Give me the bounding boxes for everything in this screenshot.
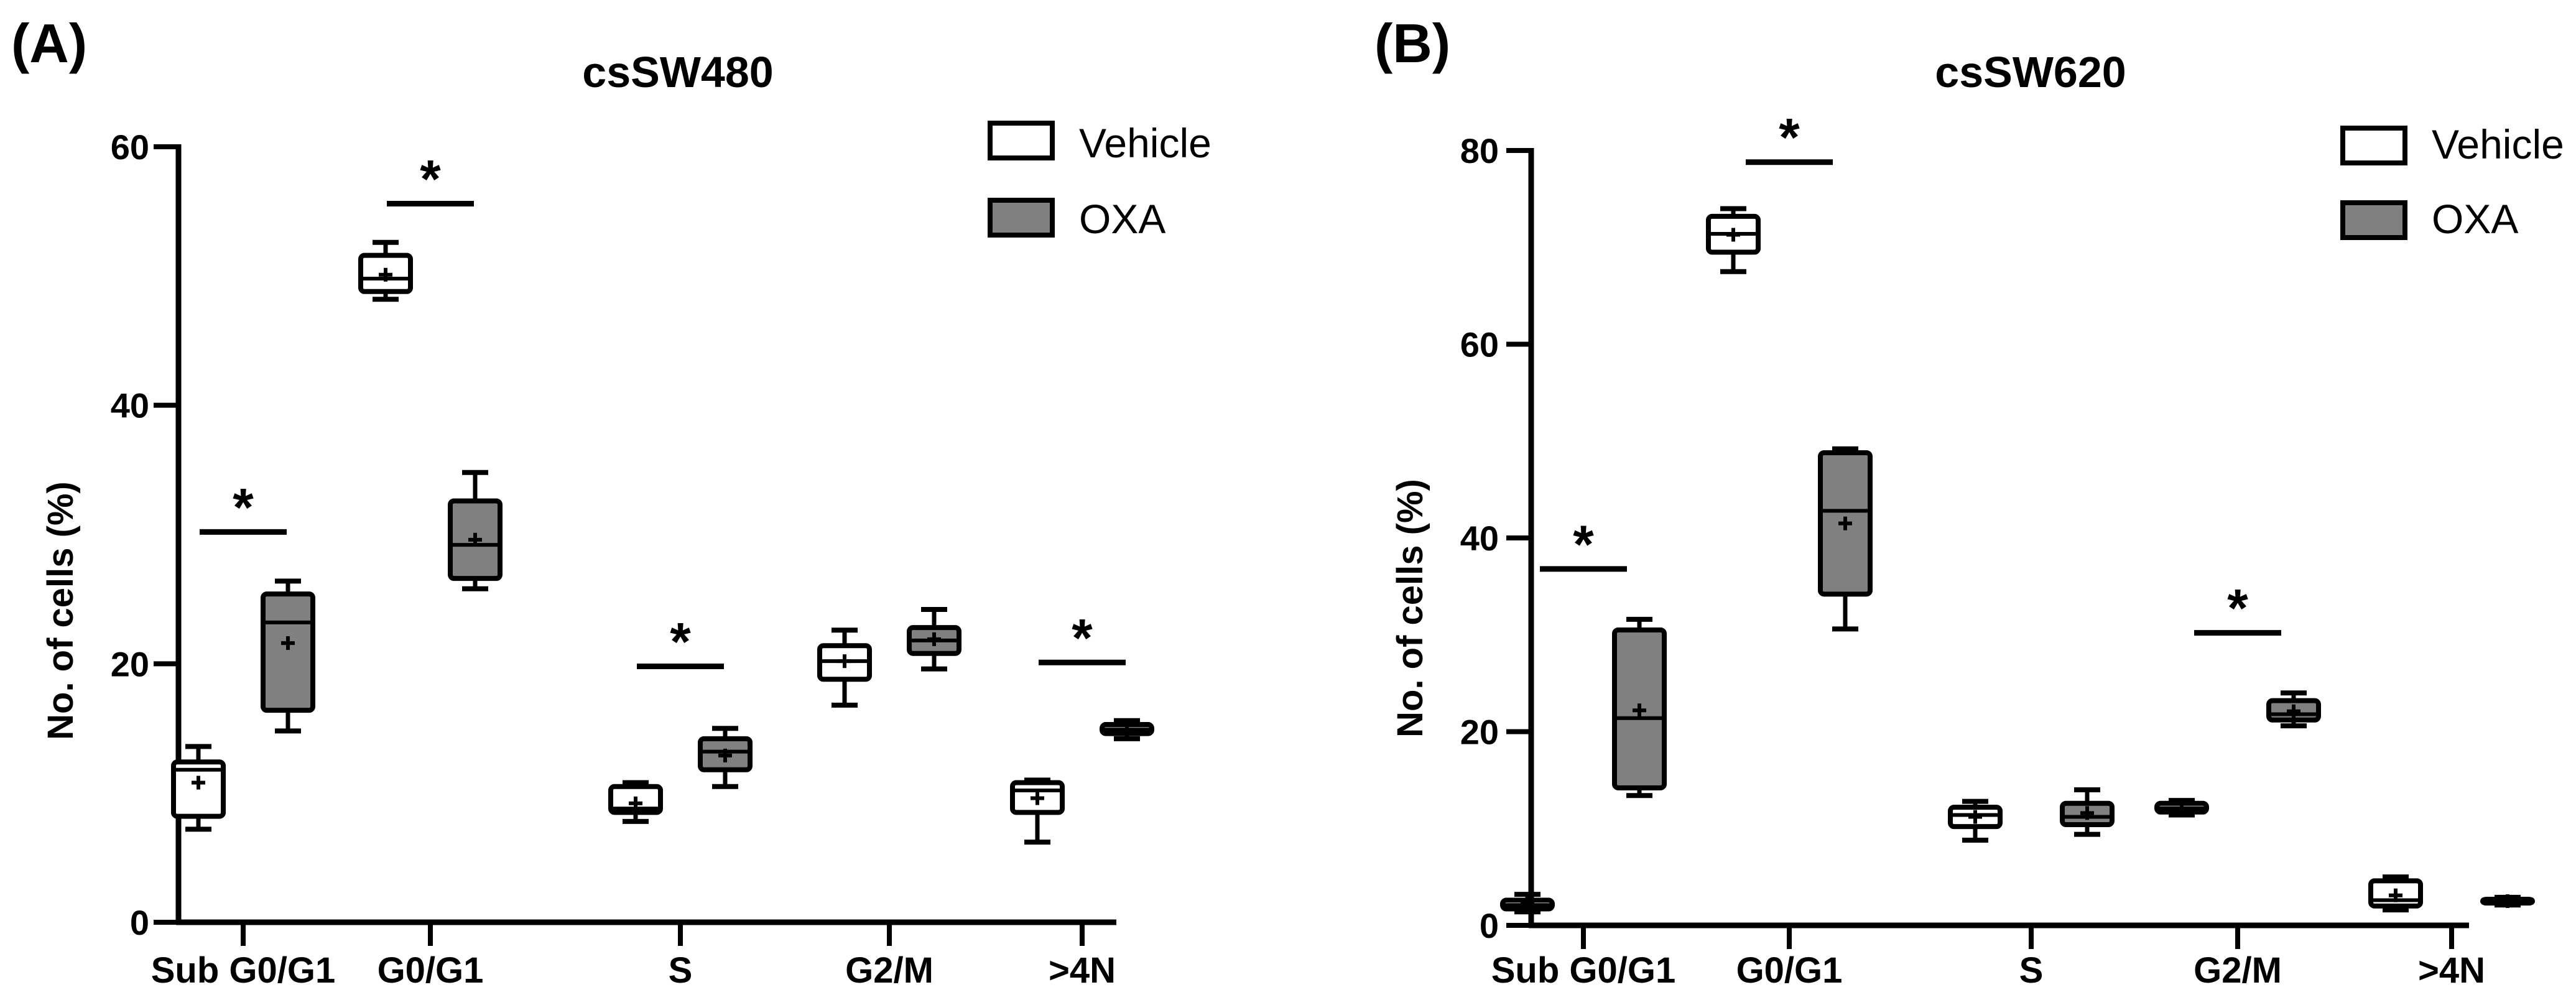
significance-star: * xyxy=(2227,579,2248,639)
plot-area-b: 0 20 40 60 80 Sub G0/G1 G0/G1 S G2/M >4N * * * xyxy=(1460,108,2535,991)
y-axis-label-b: No. of cells (%) xyxy=(1390,479,1430,738)
legend-label-oxa: OXA xyxy=(1079,196,1165,242)
box-oxa-5 xyxy=(1100,718,1154,741)
y-tick-label: 80 xyxy=(1460,131,1499,170)
y-tick-label: 40 xyxy=(1460,519,1499,558)
box-vehicle-4 xyxy=(817,627,872,708)
box-vehicle-5 xyxy=(2368,874,2423,913)
panel-a: (A) csSW480 No. of cells (%) 0 20 40 60 Sub … xyxy=(11,12,1212,991)
box-oxa-3 xyxy=(698,726,753,789)
box-oxa-4 xyxy=(2266,690,2321,729)
y-tick-label: 20 xyxy=(111,644,149,683)
legend-swatch-oxa xyxy=(2340,200,2407,240)
panel-letter-a: (A) xyxy=(11,12,87,74)
chart-title-a: csSW480 xyxy=(582,48,773,96)
y-tick-label: 0 xyxy=(130,903,149,942)
chart-title-b: csSW620 xyxy=(1935,48,2126,96)
x-tick-label: >4N xyxy=(2418,950,2485,991)
significance-star: * xyxy=(1573,515,1594,575)
legend-label-vehicle: Vehicle xyxy=(1079,120,1212,166)
box-vehicle-1 xyxy=(171,744,226,832)
legend-b: Vehicle OXA xyxy=(2340,121,2564,242)
legend-a: Vehicle OXA xyxy=(988,120,1212,242)
box-oxa-2 xyxy=(448,470,503,591)
y-axis-label-a: No. of cells (%) xyxy=(40,481,81,740)
box-vehicle-3 xyxy=(1948,799,2003,843)
plot-area-a: 0 20 40 60 Sub G0/G1 G0/G1 S G2/M >4N * * * * xyxy=(111,127,1154,991)
panel-b: (B) csSW620 No. of cells (%) 0 20 40 60 80 Su… xyxy=(1374,12,2564,991)
box-oxa-2 xyxy=(1818,446,1873,632)
legend-label-vehicle: Vehicle xyxy=(2432,121,2564,167)
x-tick-label: >4N xyxy=(1049,950,1116,991)
x-tick-label: G2/M xyxy=(845,950,934,991)
x-tick-label: G0/G1 xyxy=(1736,950,1843,991)
x-tick-label: G2/M xyxy=(2194,950,2282,991)
x-tick-label: Sub G0/G1 xyxy=(151,950,336,991)
x-tick-label: Sub G0/G1 xyxy=(1491,950,1676,991)
x-tick-label: S xyxy=(669,950,693,991)
box-vehicle-2 xyxy=(358,239,413,302)
box-oxa-1 xyxy=(261,578,315,734)
x-tick-label: G0/G1 xyxy=(378,950,484,991)
significance-star: * xyxy=(670,612,691,672)
y-tick-label: 60 xyxy=(1460,325,1499,364)
box-vehicle-5 xyxy=(1010,777,1065,845)
legend-swatch-oxa xyxy=(988,198,1055,238)
box-oxa-5 xyxy=(2480,894,2535,909)
box-vehicle-3 xyxy=(608,780,663,824)
x-tick-label: S xyxy=(2019,950,2044,991)
legend-swatch-vehicle xyxy=(988,121,1055,160)
legend-label-oxa: OXA xyxy=(2432,196,2518,242)
box-vehicle-4 xyxy=(2154,798,2209,818)
box-vehicle-2 xyxy=(1706,206,1761,274)
y-tick-label: 0 xyxy=(1480,906,1499,945)
significance-star: * xyxy=(1779,108,1800,168)
legend-swatch-vehicle xyxy=(2340,126,2407,165)
panel-letter-b: (B) xyxy=(1374,12,1450,74)
box-vehicle-1 xyxy=(1500,892,1555,915)
box-oxa-1 xyxy=(1612,616,1667,799)
significance-star: * xyxy=(420,149,441,209)
y-tick-label: 20 xyxy=(1460,713,1499,752)
significance-star: * xyxy=(233,478,254,537)
box-iqr xyxy=(261,591,315,713)
box-oxa-4 xyxy=(907,607,961,672)
y-tick-label: 60 xyxy=(111,127,149,167)
box-oxa-3 xyxy=(2060,787,2115,837)
y-tick-label: 40 xyxy=(111,386,149,425)
significance-star: * xyxy=(1072,608,1093,668)
